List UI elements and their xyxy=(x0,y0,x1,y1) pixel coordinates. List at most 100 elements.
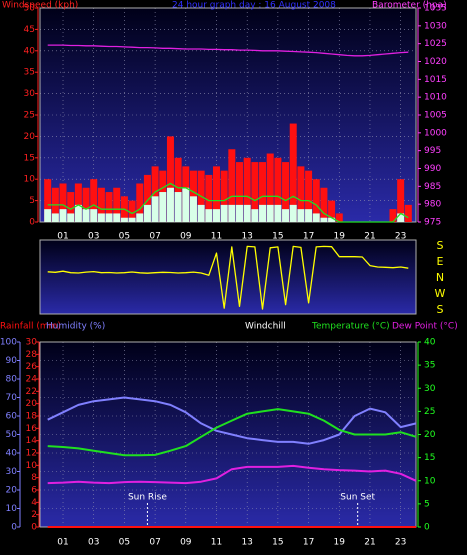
bar xyxy=(266,153,274,222)
bar xyxy=(67,192,75,222)
y-tick-label: 5 xyxy=(29,196,35,206)
bar xyxy=(136,213,144,222)
legend-label: Windchill xyxy=(245,322,286,332)
bar xyxy=(274,204,282,222)
x-tick-label: 19 xyxy=(334,232,346,242)
bar xyxy=(289,123,297,222)
bar xyxy=(174,157,182,222)
y-tick-label: W xyxy=(435,287,446,300)
legend-label: Humidity (%) xyxy=(46,322,105,332)
y-tick-label: 10 xyxy=(26,461,38,471)
y-tick-label: N xyxy=(436,271,444,284)
y-tick-label: 40 xyxy=(424,338,436,348)
bar xyxy=(328,217,336,222)
x-tick-label: 05 xyxy=(119,232,130,242)
legend-label: Temperature (°C) xyxy=(311,322,390,332)
y-tick-label: 10 xyxy=(24,175,36,185)
y-tick-label: 90 xyxy=(6,356,18,366)
bar xyxy=(143,174,151,222)
x-tick-label: 13 xyxy=(241,538,252,548)
x-tick-label: 19 xyxy=(334,538,346,548)
bar xyxy=(251,209,259,222)
bar xyxy=(182,187,190,222)
y-tick-label: 40 xyxy=(24,46,36,56)
bar xyxy=(389,209,397,222)
series-line xyxy=(47,182,409,223)
x-tick-label: 21 xyxy=(364,538,375,548)
bar xyxy=(44,209,52,222)
y-tick-label: 10 xyxy=(6,504,18,514)
y-tick-label: 1010 xyxy=(424,93,447,103)
bar xyxy=(151,196,159,222)
bar xyxy=(82,209,90,222)
legend-label: Rainfall (mm) xyxy=(0,322,61,332)
bar xyxy=(305,209,313,222)
y-tick-label: 26 xyxy=(26,362,38,372)
bar xyxy=(205,209,213,222)
y-tick-label: 20 xyxy=(6,486,18,496)
y-tick-label: 28 xyxy=(26,350,38,360)
heading: Windspeed (kph) xyxy=(2,1,78,11)
series-line xyxy=(47,464,417,485)
y-tick-label: 1030 xyxy=(424,21,447,31)
y-tick-label: 8 xyxy=(31,473,37,483)
bar xyxy=(189,196,197,222)
y-tick-label: 30 xyxy=(6,467,18,477)
x-tick-label: 09 xyxy=(180,538,192,548)
y-tick-label: 4 xyxy=(31,498,37,508)
bar xyxy=(320,187,328,222)
bar xyxy=(320,217,328,222)
y-tick-label: 10 xyxy=(424,476,436,486)
y-tick-label: 25 xyxy=(24,111,35,121)
x-tick-label: 17 xyxy=(303,538,314,548)
x-tick-label: 03 xyxy=(88,538,99,548)
bar xyxy=(305,170,313,222)
y-tick-label: 50 xyxy=(6,430,18,440)
bar xyxy=(312,179,320,222)
annotation-label: Sun Rise xyxy=(128,493,167,503)
y-tick-label: 30 xyxy=(26,338,38,348)
x-tick-label: 05 xyxy=(119,538,130,548)
series-line xyxy=(47,408,417,457)
y-tick-label: 20 xyxy=(24,132,36,142)
bar xyxy=(228,204,236,222)
bar xyxy=(289,204,297,222)
y-tick-label: 80 xyxy=(6,375,18,385)
bar xyxy=(397,213,405,222)
y-tick-label: 15 xyxy=(24,153,35,163)
bar xyxy=(274,157,282,222)
annotation-label: Sun Set xyxy=(340,493,375,503)
bar xyxy=(220,204,228,222)
x-tick-label: 15 xyxy=(272,538,283,548)
x-tick-label: 17 xyxy=(303,232,314,242)
plot-frame xyxy=(39,239,417,315)
y-tick-label: 990 xyxy=(424,164,441,174)
x-tick-label: 15 xyxy=(272,232,283,242)
y-tick-label: 1005 xyxy=(424,111,447,121)
y-tick-label: 22 xyxy=(26,387,37,397)
x-tick-label: 01 xyxy=(57,538,68,548)
bar xyxy=(166,136,174,222)
x-tick-label: 11 xyxy=(211,232,222,242)
plot-frame xyxy=(39,7,417,223)
y-tick-label: 45 xyxy=(24,25,35,35)
y-tick-label: 0 xyxy=(29,218,35,228)
x-tick-label: 01 xyxy=(57,232,68,242)
y-tick-label: 15 xyxy=(424,453,435,463)
y-tick-label: 100 xyxy=(0,338,17,348)
heading: 24 hour graph day : 16 August 2008 xyxy=(172,1,336,11)
bar xyxy=(404,204,412,222)
bar xyxy=(205,174,213,222)
y-tick-label: 1015 xyxy=(424,75,447,85)
bar xyxy=(59,209,67,222)
bar xyxy=(136,183,144,222)
bar xyxy=(328,200,336,222)
y-tick-label: 20 xyxy=(424,430,436,440)
y-tick-label: 6 xyxy=(31,486,37,496)
bar xyxy=(74,204,82,222)
y-tick-label: 5 xyxy=(424,499,430,509)
bar xyxy=(67,213,75,222)
y-tick-label: 35 xyxy=(424,361,435,371)
series-line xyxy=(47,396,417,445)
y-tick-label: 30 xyxy=(24,89,36,99)
